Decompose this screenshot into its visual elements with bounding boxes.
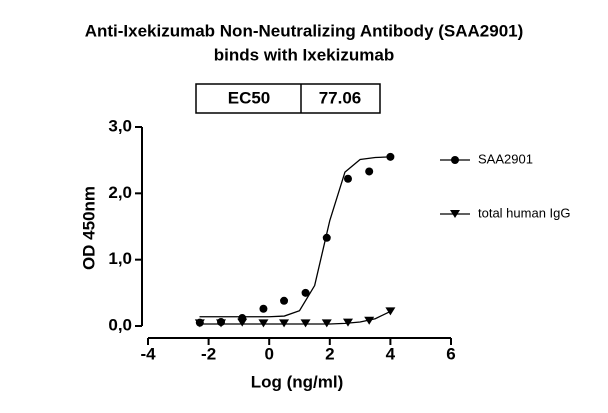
y-tick-label: 0,0	[108, 315, 132, 334]
x-axis-title: Log (ng/ml)	[251, 372, 344, 391]
point	[279, 319, 290, 328]
x-tick-label: 2	[325, 344, 334, 363]
point	[259, 304, 268, 313]
point	[194, 319, 205, 328]
legend-label: SAA2901	[478, 151, 533, 166]
chart-title: Anti-Ixekizumab Non-Neutralizing Antibod…	[85, 21, 524, 40]
legend-marker	[450, 210, 460, 218]
fit-curve	[199, 156, 391, 318]
point	[321, 319, 332, 328]
point	[300, 319, 311, 328]
point	[301, 288, 310, 297]
legend-marker	[451, 156, 459, 164]
point	[365, 167, 374, 176]
y-tick-label: 1,0	[108, 249, 132, 268]
point	[322, 233, 331, 242]
x-tick-label: 6	[446, 344, 455, 363]
point	[216, 319, 227, 328]
chart-title: binds with Ixekizumab	[214, 45, 394, 64]
ec50-label: EC50	[228, 88, 271, 107]
point	[237, 318, 248, 327]
y-axis-title: OD 450nm	[79, 186, 98, 270]
point	[258, 319, 269, 328]
ec50-box	[195, 83, 381, 114]
ec50-value: 77.06	[319, 88, 362, 107]
legend-label: total human IgG	[478, 205, 571, 220]
x-tick-label: 0	[264, 344, 273, 363]
x-tick-label: -2	[201, 344, 216, 363]
x-tick-label: 4	[386, 344, 396, 363]
point	[385, 307, 396, 316]
point	[342, 318, 353, 327]
y-tick-label: 3,0	[108, 116, 132, 135]
fit-curve	[199, 310, 391, 325]
y-tick-label: 2,0	[108, 183, 132, 202]
point	[364, 316, 375, 325]
point	[280, 296, 289, 305]
point	[386, 152, 395, 161]
point	[343, 174, 352, 183]
x-tick-label: -4	[140, 344, 156, 363]
